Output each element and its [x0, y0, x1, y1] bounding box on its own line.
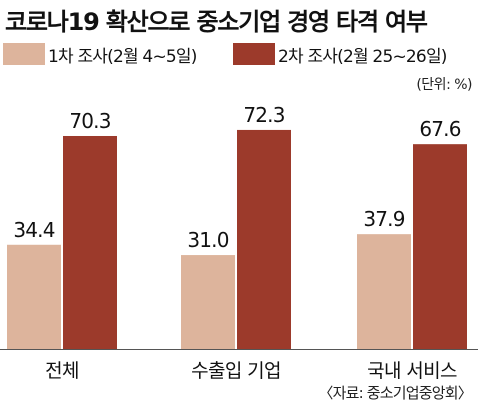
legend-item-series2: 2차 조사(2월 25~26일) — [233, 42, 447, 67]
bar-series1-2 — [181, 255, 235, 349]
bar-series2-1 — [63, 135, 117, 349]
data-label-series2-1: 70.3 — [69, 109, 110, 133]
data-label-series1-1: 34.4 — [13, 218, 54, 242]
legend-label-series1: 1차 조사(2월 4~5일) — [48, 46, 197, 67]
bar-series1-1 — [7, 244, 61, 349]
data-label-series1-3: 37.9 — [363, 207, 404, 231]
bar-series1-3 — [357, 234, 411, 349]
legend-item-series1: 1차 조사(2월 4~5일) — [3, 42, 197, 67]
unit-label: (단위: %) — [416, 77, 472, 93]
category-label-3: 국내 서비스 — [367, 360, 457, 382]
legend-label-series2: 2차 조사(2월 25~26일) — [278, 46, 447, 67]
category-label-2: 수출입 기업 — [191, 360, 281, 382]
legend-swatch-series2 — [233, 43, 275, 65]
data-label-series2-2: 72.3 — [243, 103, 284, 127]
bar-series2-2 — [237, 129, 291, 349]
category-label-1: 전체 — [45, 360, 79, 382]
source-label: 〈자료: 중소기업중앙회〉 — [318, 384, 472, 402]
legend-swatch-series1 — [3, 43, 45, 65]
bar-series2-3 — [413, 144, 467, 349]
data-label-series1-2: 31.0 — [187, 228, 228, 252]
chart-title: 코로나19 확산으로 중소기업 경영 타격 여부 — [5, 8, 428, 36]
legend: 1차 조사(2월 4~5일) 2차 조사(2월 25~26일) — [3, 42, 475, 67]
data-label-series2-3: 67.6 — [419, 117, 460, 141]
